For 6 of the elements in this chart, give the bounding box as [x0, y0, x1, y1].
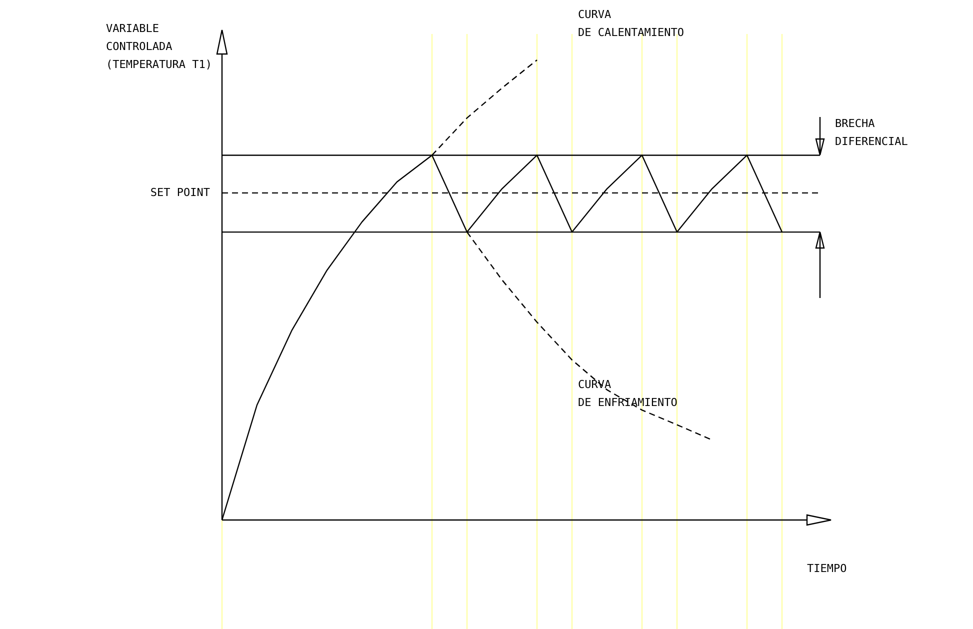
x-axis-title: TIEMPO: [807, 561, 847, 577]
ref-line-label: SET POINT: [150, 186, 210, 199]
text: BRECHA DIFERENCIAL: [835, 116, 908, 150]
y-axis-title: VARIABLE CONTROLADA (TEMPERATURA T1): [106, 21, 212, 73]
annotation: CURVA DE ENFRIAMIENTO: [578, 377, 678, 411]
text: CURVA DE CALENTAMIENTO: [578, 7, 684, 41]
